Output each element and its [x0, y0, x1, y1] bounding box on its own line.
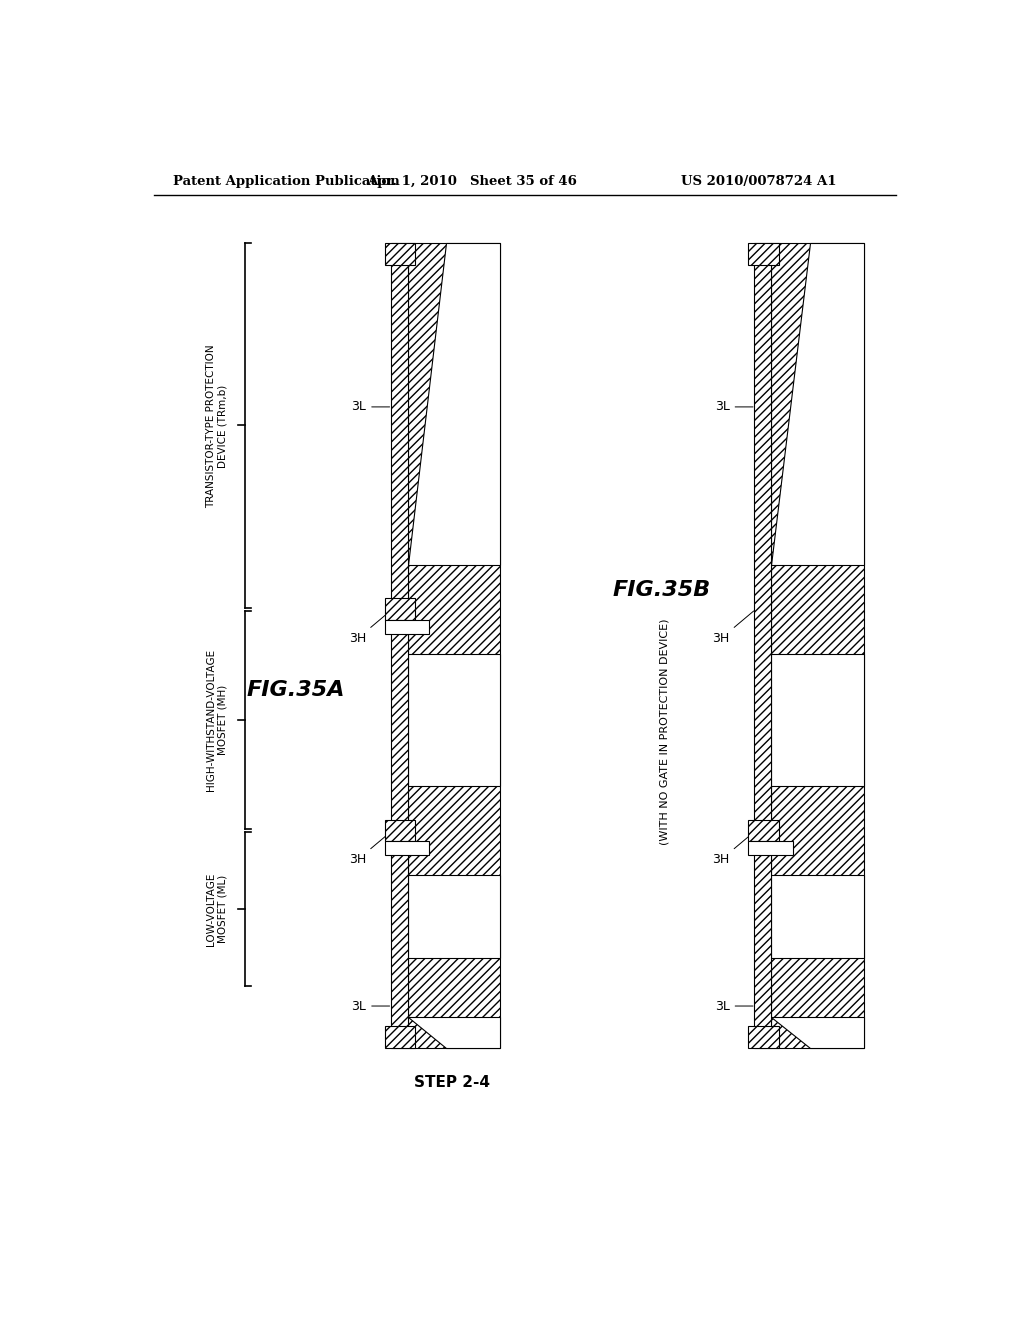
Bar — [749, 841, 793, 855]
Bar — [385, 820, 416, 841]
Text: HIGH-WITHSTAND-VOLTAGE
MOSFET (MH): HIGH-WITHSTAND-VOLTAGE MOSFET (MH) — [206, 649, 227, 791]
Text: LOW-VOLTAGE
MOSFET (ML): LOW-VOLTAGE MOSFET (ML) — [206, 873, 227, 945]
Text: 3L: 3L — [351, 400, 389, 413]
Polygon shape — [771, 243, 863, 565]
Bar — [408, 653, 500, 785]
Text: TRANSISTOR-TYPE PROTECTION
DEVICE (TRm,b): TRANSISTOR-TYPE PROTECTION DEVICE (TRm,b… — [206, 345, 227, 508]
Text: (WITH NO GATE IN PROTECTION DEVICE): (WITH NO GATE IN PROTECTION DEVICE) — [659, 619, 669, 845]
Text: Apr. 1, 2010: Apr. 1, 2010 — [367, 176, 457, 187]
Polygon shape — [408, 1016, 500, 1048]
Bar — [771, 653, 863, 785]
Text: 3H: 3H — [713, 611, 754, 645]
Bar — [385, 1026, 416, 1048]
Text: US 2010/0078724 A1: US 2010/0078724 A1 — [681, 176, 837, 187]
Text: 3L: 3L — [715, 999, 753, 1012]
Text: STEP 2-4: STEP 2-4 — [415, 1074, 490, 1090]
Text: 3H: 3H — [349, 611, 390, 645]
Bar — [391, 243, 408, 1048]
Bar — [408, 243, 500, 1048]
Text: Patent Application Publication: Patent Application Publication — [173, 176, 399, 187]
Bar — [749, 243, 779, 264]
Bar — [771, 243, 863, 1048]
Polygon shape — [408, 243, 500, 565]
Text: 3H: 3H — [713, 833, 754, 866]
Text: FIG.35A: FIG.35A — [247, 680, 345, 700]
Bar — [755, 243, 771, 1048]
Bar — [385, 598, 416, 620]
Bar — [385, 841, 429, 855]
Bar — [408, 875, 500, 958]
Text: Sheet 35 of 46: Sheet 35 of 46 — [470, 176, 577, 187]
Bar — [749, 1026, 779, 1048]
Text: FIG.35B: FIG.35B — [612, 579, 711, 599]
Text: 3H: 3H — [349, 833, 390, 866]
Bar — [385, 620, 429, 634]
Bar — [749, 820, 779, 841]
Text: 3L: 3L — [351, 999, 389, 1012]
Polygon shape — [771, 1016, 863, 1048]
Bar — [385, 243, 416, 264]
Bar — [771, 875, 863, 958]
Text: 3L: 3L — [715, 400, 753, 413]
